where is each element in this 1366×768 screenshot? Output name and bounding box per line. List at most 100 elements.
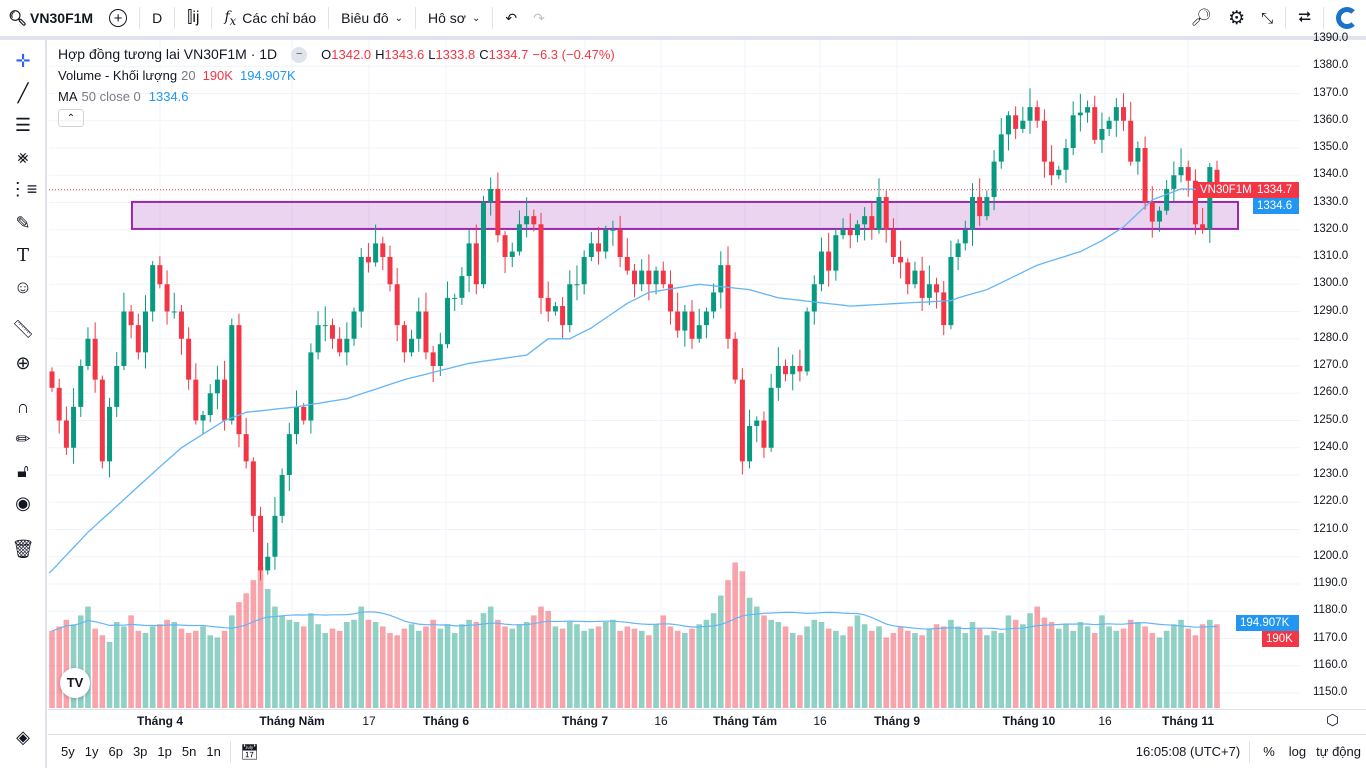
toolbar-divider: [0, 36, 1366, 40]
trendline-tool[interactable]: ╱: [10, 80, 36, 106]
volume-bar: [142, 633, 149, 708]
volume-bar: [883, 637, 889, 708]
chart-type-button[interactable]: ⫿ĳ: [179, 0, 207, 36]
volume-bar: [99, 635, 106, 708]
volume-bar: [1099, 615, 1105, 708]
range-1y[interactable]: 1y: [84, 744, 99, 759]
volume-bar: [1163, 630, 1170, 708]
hide-tool[interactable]: ◉: [10, 490, 36, 516]
volume-bar: [1012, 619, 1019, 708]
volume-bar: [1084, 626, 1091, 708]
settings-button[interactable]: ⚙: [1220, 0, 1253, 36]
volume-legend[interactable]: Volume - Khối lượng 20 190K 194.907K: [58, 65, 615, 86]
share-icon: ⮂: [1298, 9, 1311, 26]
compare-button[interactable]: +: [101, 0, 135, 36]
emoji-tool[interactable]: ☺: [10, 274, 36, 300]
candle-body: [718, 265, 724, 293]
candle-body: [222, 379, 228, 421]
low-label: L: [428, 47, 436, 62]
redo-button[interactable]: ↷: [525, 0, 553, 36]
ma-legend[interactable]: MA 50 close 0 1334.6: [58, 86, 615, 107]
range-6m[interactable]: 6p: [108, 744, 123, 759]
lock-tool[interactable]: 🔓︎: [10, 458, 36, 484]
volume-bar: [912, 633, 918, 708]
candle-body: [1178, 167, 1184, 176]
axis-settings-button[interactable]: ⬡: [1326, 711, 1339, 729]
text-tool[interactable]: T: [10, 242, 36, 268]
volume-bar: [322, 633, 329, 708]
tradingview-logo[interactable]: TV: [60, 668, 90, 698]
candle-body: [1034, 107, 1040, 121]
crosshair-icon: ✛: [15, 50, 31, 71]
candle-body: [445, 297, 451, 345]
candle-body: [1207, 167, 1213, 230]
candle-body: [279, 475, 285, 516]
pattern-tool[interactable]: ⨳: [10, 144, 36, 170]
volume-bar: [415, 630, 422, 708]
pattern-icon: ⨳: [17, 146, 29, 167]
crosshair-tool[interactable]: ✛: [10, 48, 36, 74]
symbol-search[interactable]: 🔍︎ VN30F1M: [0, 0, 101, 36]
price-zone-rectangle[interactable]: [131, 200, 1239, 230]
time-axis-label: Tháng 7: [561, 714, 609, 728]
chevron-down-icon: ⌄: [394, 12, 404, 24]
smiley-icon: ☺: [13, 276, 33, 297]
price-axis-label: 1320.0: [1313, 222, 1349, 235]
volume-bar: [617, 630, 623, 708]
profile-menu[interactable]: Hô sơ ⌄: [420, 0, 488, 36]
zoom-in-tool[interactable]: ⊕: [10, 350, 36, 376]
price-axis[interactable]: 1390.0 1380.0 1370.0 1360.0 1350.0 1340.0 1330…: [1300, 32, 1366, 709]
volume-bar: [847, 626, 854, 708]
timezone-clock[interactable]: 16:05:08 (UTC+7): [1135, 744, 1241, 759]
trash-icon: 🗑︎: [11, 538, 35, 559]
prediction-tool[interactable]: ⋮≡: [9, 176, 38, 202]
volume-bar: [1171, 624, 1177, 708]
chart-menu[interactable]: Biêu đô ⌄: [333, 0, 411, 36]
go-to-date-button[interactable]: 📅︎: [235, 743, 264, 761]
range-1d[interactable]: 1n: [206, 744, 221, 759]
brush-tool[interactable]: ✎: [10, 210, 36, 236]
price-axis-label: 1200.0: [1313, 549, 1349, 562]
range-5d[interactable]: 5n: [181, 744, 197, 759]
log-toggle[interactable]: log: [1288, 744, 1307, 759]
object-tree-button[interactable]: ◈: [10, 724, 36, 750]
close-label: C: [479, 47, 489, 62]
remove-drawings-button[interactable]: 🗑︎: [10, 536, 36, 562]
candle-body: [804, 311, 810, 372]
fullscreen-button[interactable]: ⤡: [1253, 0, 1281, 36]
candle-body: [1005, 115, 1011, 135]
volume-bar: [243, 593, 249, 708]
candle-body: [538, 224, 544, 298]
undo-button[interactable]: ↶: [497, 0, 525, 36]
quick-search-button[interactable]: 🔎︎: [1183, 0, 1221, 36]
range-5y[interactable]: 5y: [61, 744, 75, 759]
share-button[interactable]: ⮂: [1290, 0, 1319, 36]
auto-toggle[interactable]: tự động: [1316, 744, 1361, 759]
volume-bar: [552, 626, 559, 708]
ruler-tool[interactable]: 📏︎: [10, 316, 36, 342]
range-1m[interactable]: 1p: [157, 744, 172, 759]
candle-body: [488, 188, 494, 203]
time-axis-label: 16: [1098, 714, 1112, 728]
series-title[interactable]: Hợp đồng tương lai VN30F1M · 1D: [58, 46, 278, 62]
interval-button[interactable]: D: [144, 0, 170, 36]
legend-toggle-button[interactable]: ⌃: [58, 109, 84, 127]
candle-body: [329, 325, 335, 339]
candle-body: [610, 229, 616, 231]
time-axis[interactable]: Tháng 4 Tháng Năm 17 Tháng 6 Tháng 7 16 Tháng …: [48, 709, 1366, 734]
candle-body: [711, 292, 717, 312]
magnet-tool[interactable]: ∩: [10, 394, 36, 420]
fib-tool[interactable]: ☰: [10, 112, 36, 138]
stay-drawing-tool[interactable]: ✏: [10, 426, 36, 452]
range-3m[interactable]: 3p: [132, 744, 148, 759]
candle-body: [71, 406, 77, 448]
volume-bar: [646, 635, 652, 708]
candle-body: [365, 257, 371, 263]
candle-body: [1192, 180, 1198, 225]
volume-bar: [149, 626, 156, 708]
volume-bar: [329, 628, 336, 708]
collapse-legend-icon[interactable]: −: [291, 46, 308, 63]
percent-toggle[interactable]: %: [1263, 744, 1275, 759]
indicators-button[interactable]: fx Các chỉ báo: [216, 0, 324, 36]
